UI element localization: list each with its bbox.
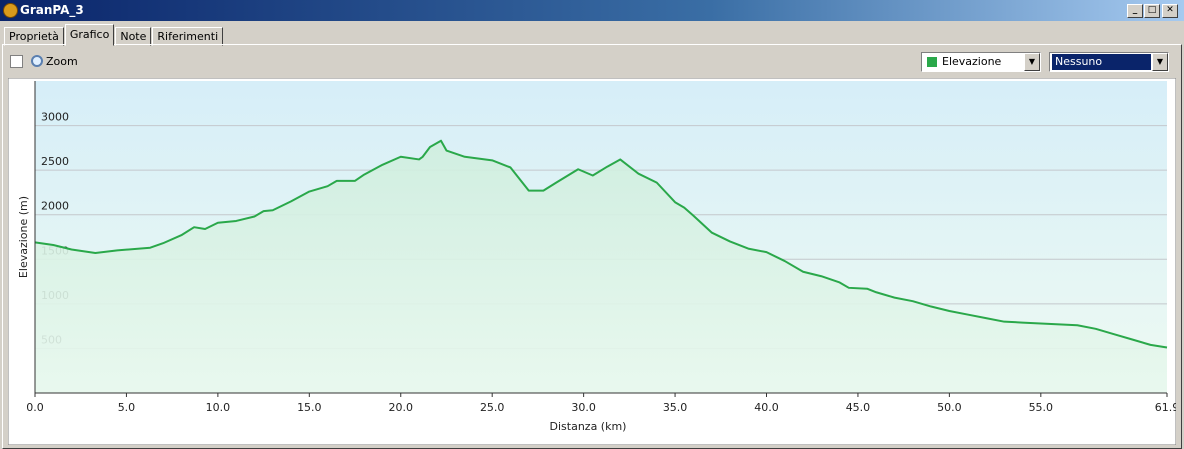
- x-tick-label: 10.0: [206, 401, 231, 414]
- x-tick-label: 50.0: [937, 401, 962, 414]
- minimize-button[interactable]: _: [1127, 4, 1143, 18]
- x-tick-label: 15.0: [297, 401, 322, 414]
- close-button[interactable]: ✕: [1162, 4, 1178, 18]
- series-dropdown[interactable]: Elevazione ▼: [921, 52, 1041, 72]
- tab[interactable]: Note: [115, 27, 152, 46]
- zoom-icon: [31, 55, 43, 67]
- y-tick-label: 2000: [41, 200, 69, 213]
- app-icon: [3, 3, 18, 18]
- second-select-text: Nessuno: [1052, 54, 1151, 70]
- x-tick-label: 25.0: [480, 401, 505, 414]
- x-tick-label: 55.0: [1029, 401, 1054, 414]
- x-tick-label: 5.0: [118, 401, 136, 414]
- elevation-line: [34, 139, 1168, 349]
- title-bar: GranPA_3 _ □ ✕: [0, 0, 1184, 21]
- y-axis-title: Elevazione (m): [17, 196, 30, 278]
- y-tick-label: 2500: [41, 155, 69, 168]
- chart: Distanza (km) Elevazione (m) 50010001500…: [8, 78, 1176, 445]
- x-tick-label: 40.0: [754, 401, 779, 414]
- x-tick-label: 20.0: [389, 401, 414, 414]
- elevation-area: [35, 140, 1167, 393]
- second-dropdown[interactable]: Nessuno ▼: [1049, 52, 1169, 72]
- x-tick-label: 45.0: [846, 401, 871, 414]
- x-tick-label: 35.0: [663, 401, 688, 414]
- dropdown-arrow: ▼: [1024, 53, 1040, 71]
- window-title: GranPA_3: [20, 3, 84, 17]
- tab[interactable]: Riferimenti: [152, 27, 224, 46]
- x-tick-label: 0.0: [26, 401, 44, 414]
- x-tick-label: 61.9: [1155, 401, 1176, 414]
- series-select-text: Elevazione: [942, 55, 1002, 68]
- tab[interactable]: Proprietà: [4, 27, 64, 46]
- maximize-button[interactable]: □: [1144, 4, 1160, 18]
- zoom-checkbox[interactable]: [10, 55, 23, 68]
- x-axis-title: Distanza (km): [550, 420, 627, 433]
- dropdown-arrow: ▼: [1152, 53, 1168, 71]
- series-swatch: [927, 57, 937, 67]
- zoom-label: Zoom: [46, 55, 78, 68]
- y-tick-label: 3000: [41, 111, 69, 124]
- x-tick-label: 30.0: [571, 401, 596, 414]
- tab[interactable]: Grafico: [64, 24, 115, 46]
